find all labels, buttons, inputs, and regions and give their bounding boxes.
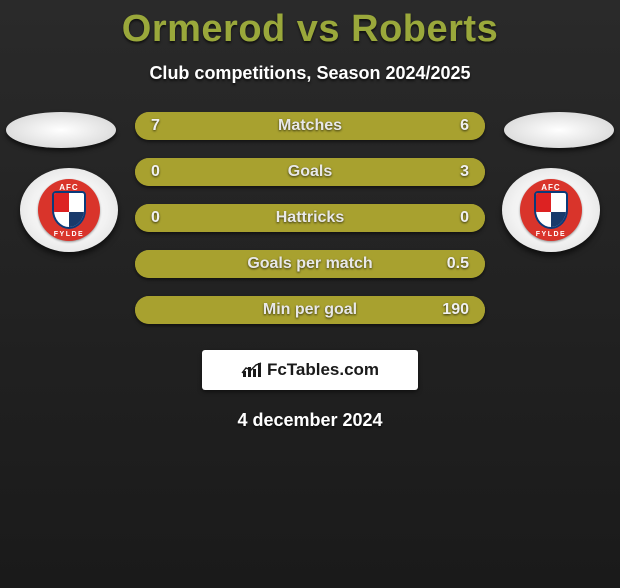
stat-bar-row: 0Hattricks0 — [135, 204, 485, 232]
bar-value-right: 6 — [460, 117, 469, 135]
subtitle: Club competitions, Season 2024/2025 — [0, 63, 620, 84]
stat-bar-row: Goals per match0.5 — [135, 250, 485, 278]
shield-icon — [534, 191, 568, 229]
footer-logo-text: FcTables.com — [267, 360, 379, 380]
bar-value-right: 0.5 — [447, 255, 469, 273]
bar-fill-right — [142, 250, 485, 278]
bar-value-right: 0 — [460, 209, 469, 227]
bar-value-left: 0 — [151, 209, 160, 227]
bar-fill-left — [135, 250, 142, 278]
right-club-badge: AFC FYLDE — [502, 168, 600, 252]
bar-fill-left — [135, 158, 142, 186]
left-club-abbr-bottom: FYLDE — [54, 231, 84, 238]
stat-bars: 7Matches6 0Goals3 0Hattricks0 Goals per mat… — [135, 112, 485, 324]
bar-fill-right — [142, 158, 485, 186]
bar-value-right: 3 — [460, 163, 469, 181]
right-player-oval — [504, 112, 614, 148]
left-player-oval — [6, 112, 116, 148]
date-line: 4 december 2024 — [0, 410, 620, 431]
comparison-area: AFC FYLDE AFC FYLDE 7Matches6 0Goals3 0Hat… — [0, 112, 620, 324]
shield-icon — [52, 191, 86, 229]
bar-value-left: 0 — [151, 163, 160, 181]
left-club-badge: AFC FYLDE — [20, 168, 118, 252]
right-club-abbr-bottom: FYLDE — [536, 231, 566, 238]
left-club-crest: AFC FYLDE — [38, 179, 100, 241]
bar-value-left: 7 — [151, 117, 160, 135]
bar-fill-left — [135, 204, 310, 232]
bar-chart-icon — [241, 361, 263, 379]
page-title: Ormerod vs Roberts — [0, 8, 620, 51]
bar-fill-left — [135, 112, 324, 140]
footer-logo-box: FcTables.com — [202, 350, 418, 390]
right-club-crest: AFC FYLDE — [520, 179, 582, 241]
bar-fill-left — [135, 296, 142, 324]
bar-fill-right — [142, 296, 485, 324]
stat-bar-row: Min per goal190 — [135, 296, 485, 324]
bar-value-right: 190 — [442, 301, 469, 319]
bar-fill-right — [310, 204, 485, 232]
stat-bar-row: 7Matches6 — [135, 112, 485, 140]
stat-bar-row: 0Goals3 — [135, 158, 485, 186]
